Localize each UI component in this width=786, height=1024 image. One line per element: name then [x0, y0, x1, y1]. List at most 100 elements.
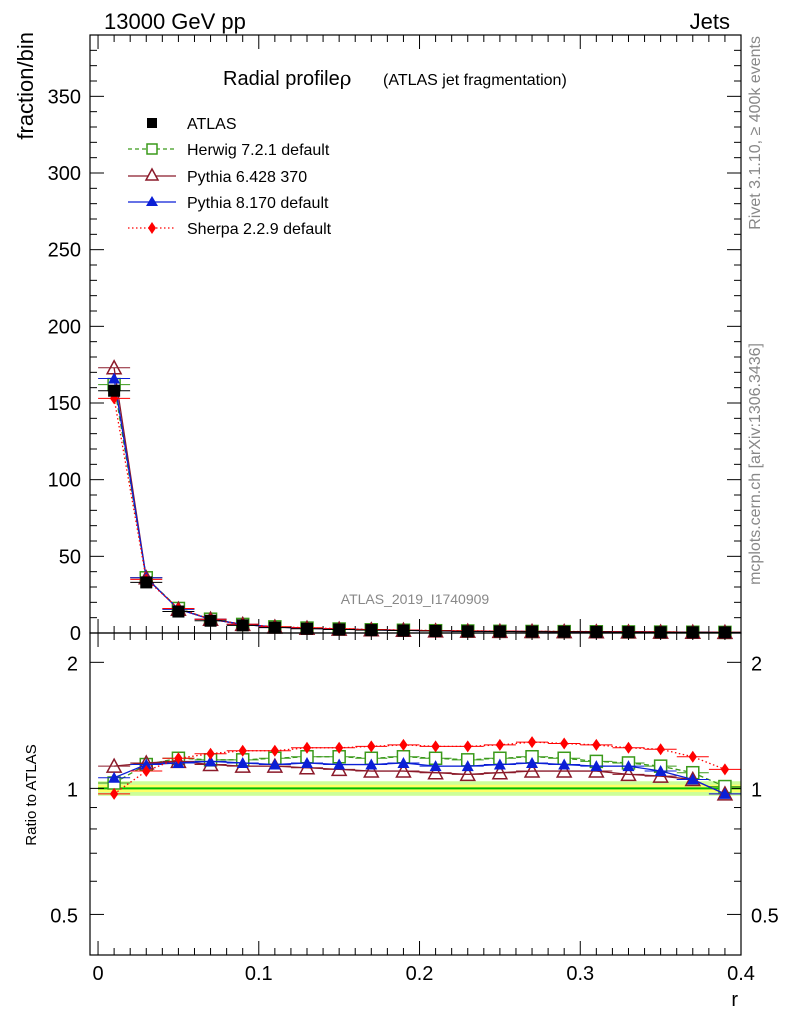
main-panel: fraction/bin Radial profileρ (ATLAS jet …: [13, 32, 742, 645]
legend-label-pythia6: Pythia 6.428 370: [187, 169, 307, 186]
data-point: [427, 764, 444, 780]
ratio-xtick-label: 0.3: [566, 963, 594, 985]
data-point: [555, 762, 573, 778]
data-point: [590, 760, 603, 772]
data-point: [686, 626, 699, 639]
ratio-ytick-label-right: 2: [751, 653, 762, 675]
main-y-ticks: 0 50 100 150 200 250 300 350: [48, 49, 741, 645]
data-point: [656, 743, 665, 756]
main-ytick-label: 50: [59, 546, 81, 568]
data-point: [270, 744, 280, 757]
data-point: [495, 738, 505, 751]
data-point: [526, 756, 539, 768]
legend-entry-atlas: ATLAS: [147, 116, 237, 133]
legend: ATLAS Herwig 7.2.1 default Pythia 6.428 …: [128, 116, 332, 238]
data-point: [592, 738, 601, 751]
data-point: [491, 764, 509, 780]
data-point: [174, 752, 183, 765]
data-point: [429, 625, 442, 638]
data-point: [142, 765, 151, 778]
legend-label-sherpa: Sherpa 2.2.9 default: [187, 221, 332, 238]
data-point: [624, 741, 633, 754]
legend-entry-pythia6: Pythia 6.428 370: [128, 167, 307, 186]
ratio-xtick-label: 0.1: [245, 963, 273, 985]
main-title-symbol: ρ: [340, 66, 352, 90]
data-point: [493, 758, 506, 770]
data-point: [301, 756, 313, 768]
ratio-xlabel: r: [731, 989, 738, 1011]
analysis-watermark: ATLAS_2019_I1740909: [341, 591, 490, 607]
main-ytick-label: 100: [48, 470, 81, 492]
data-point: [558, 625, 571, 638]
ratio-series-group: [98, 736, 741, 801]
data-point: [622, 760, 635, 772]
data-point: [523, 762, 541, 778]
ratio-series-sherpa-2-2-9-default: [98, 736, 741, 800]
data-point: [720, 763, 730, 776]
data-point: [429, 760, 442, 772]
ratio-ytick-label: 2: [67, 653, 78, 675]
data-point: [654, 765, 667, 777]
data-point: [688, 750, 697, 763]
data-point: [622, 626, 635, 639]
legend-marker-sherpa: [148, 222, 156, 234]
data-point: [397, 756, 410, 768]
data-point: [302, 741, 312, 754]
ratio-ytick-label: 0.5: [50, 905, 78, 927]
data-point: [367, 740, 376, 753]
data-point: [268, 758, 281, 770]
ratio-ytick-label: 1: [67, 779, 78, 801]
data-point: [108, 372, 121, 384]
main-ytick-label: 250: [48, 240, 81, 262]
data-point: [206, 747, 215, 760]
ratio-xtick-label: 0.2: [406, 963, 434, 985]
data-point: [558, 758, 571, 770]
data-point: [654, 626, 667, 639]
data-point: [559, 737, 569, 750]
data-point: [493, 625, 506, 638]
data-point: [172, 605, 185, 618]
legend-marker-herwig: [146, 143, 158, 155]
ratio-reference-band: [98, 781, 741, 796]
data-point: [333, 758, 346, 770]
data-point: [140, 758, 153, 770]
main-series-group: [98, 359, 741, 640]
ratio-xtick-label: 0.4: [727, 963, 755, 985]
main-ytick-label: 150: [48, 393, 81, 415]
main-ytick-label: 200: [48, 316, 81, 338]
data-point: [431, 740, 440, 753]
main-ytick-label: 0: [70, 623, 81, 645]
mcplots-label: mcplots.cern.ch [arXiv:1306.3436]: [747, 343, 764, 585]
data-point: [268, 621, 281, 634]
legend-marker-pythia6: [144, 167, 160, 181]
ratio-ytick-label-right: 0.5: [751, 905, 779, 927]
data-point: [334, 741, 344, 754]
ratio-ylabel: Ratio to ATLAS: [23, 744, 40, 845]
data-point: [526, 625, 539, 638]
data-point: [718, 626, 731, 639]
data-point: [238, 744, 247, 757]
data-point: [459, 765, 476, 782]
data-point: [108, 384, 121, 397]
data-point: [140, 576, 153, 589]
data-point: [109, 787, 119, 800]
header-left-label: 13000 GeV pp: [104, 9, 246, 34]
data-point: [686, 773, 699, 785]
data-point: [204, 614, 217, 627]
data-point: [399, 738, 408, 751]
ratio-x-ticks: 0 0.1 0.2 0.3 0.4: [92, 633, 755, 985]
ratio-series-pythia-8-170-default: [98, 755, 741, 799]
data-point: [363, 762, 380, 778]
legend-entry-pythia8: Pythia 8.170 default: [128, 195, 329, 212]
main-ytick-label: 300: [48, 163, 81, 185]
data-point: [236, 756, 249, 768]
main-ytick-label: 350: [48, 86, 81, 108]
legend-label-herwig: Herwig 7.2.1 default: [187, 142, 330, 159]
legend-label-atlas: ATLAS: [187, 116, 237, 133]
main-subtitle: (ATLAS jet fragmentation): [383, 72, 567, 89]
legend-marker-atlas: [147, 118, 157, 128]
data-point: [620, 765, 637, 782]
main-series-atlas: [98, 384, 741, 639]
data-point: [527, 736, 537, 749]
